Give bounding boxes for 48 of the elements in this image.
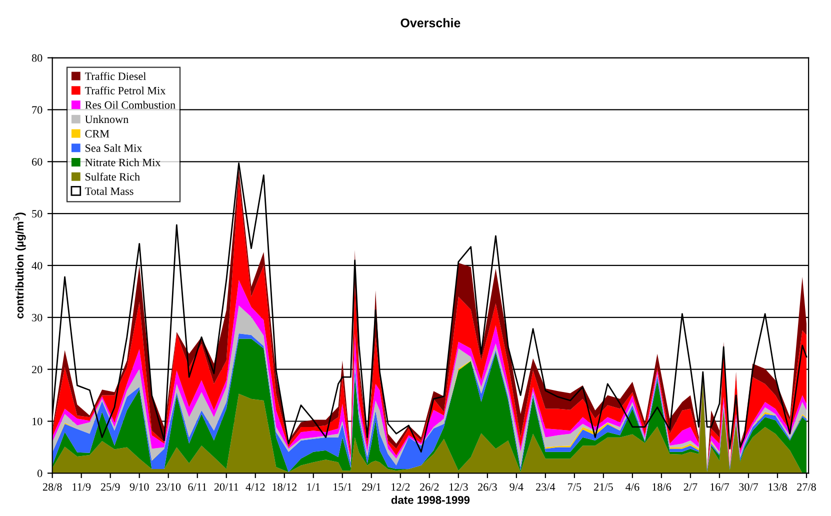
x-tick-label: 7/5: [568, 483, 582, 491]
x-tick-label: 1/1: [307, 483, 320, 491]
y-tick-label: 0: [38, 470, 42, 478]
legend-label: Res Oil Combustion: [85, 100, 176, 109]
x-axis-title: date 1998-1999: [391, 496, 470, 504]
x-tick-label: 2/7: [684, 483, 698, 491]
x-tick-label: 18/12: [272, 483, 296, 491]
x-tick-label: 26/3: [478, 483, 497, 491]
legend-label: Unknown: [85, 115, 128, 124]
y-tick-label: 20: [32, 366, 42, 374]
y-axis-title: contribution (µg/m$^{3}$): [13, 212, 26, 318]
x-tick-label: 26/2: [420, 483, 439, 491]
x-tick-label: 30/7: [739, 483, 758, 491]
x-tick-label: 11/9: [72, 483, 91, 491]
x-tick-label: 12/2: [392, 483, 410, 491]
x-tick-label: 4/6: [626, 483, 640, 491]
legend-label: Traffic Diesel: [85, 72, 146, 80]
x-tick-label: 12/3: [450, 483, 468, 491]
legend-label: Sea Salt Mix: [86, 144, 142, 152]
x-tick-label: 29/1: [362, 483, 381, 491]
x-tick-label: 15/1: [334, 483, 352, 491]
x-tick-label: 9/4: [510, 483, 524, 491]
x-tick-label: 23/10: [156, 483, 181, 491]
legend-label: Nitrate Rich Mix: [85, 158, 161, 166]
x-tick-label: 16/7: [710, 483, 730, 491]
y-tick-label: 40: [32, 262, 42, 270]
x-tick-label: 28/8: [42, 483, 62, 491]
legend-label: Sulfate Rich: [86, 172, 140, 181]
x-tick-label: 13/8: [768, 483, 787, 491]
y-tick-label: 80: [32, 54, 42, 62]
x-tick-label: 27/8: [797, 483, 816, 491]
x-tick-label: 23/4: [536, 483, 556, 491]
y-tick-label: 10: [32, 418, 42, 426]
chart-title: Overschie: [400, 18, 460, 28]
y-tick-label: 60: [32, 158, 42, 166]
y-tick-label: 30: [32, 314, 42, 322]
x-tick-label: 6/11: [188, 483, 206, 491]
y-tick-label: 50: [32, 210, 42, 218]
x-tick-label: 25/9: [100, 483, 120, 491]
legend-label: Total Mass: [85, 187, 134, 195]
legend-label: CRM: [85, 130, 110, 138]
legend-label: Traffic Petrol Mix: [85, 86, 166, 94]
x-tick-label: 18/6: [652, 483, 672, 491]
x-tick-label: 21/5: [594, 483, 613, 491]
x-tick-label: 20/11: [214, 483, 238, 491]
x-tick-label: 4/12: [246, 483, 265, 491]
x-tick-label: 9/10: [130, 483, 149, 491]
y-tick-label: 70: [32, 106, 42, 114]
